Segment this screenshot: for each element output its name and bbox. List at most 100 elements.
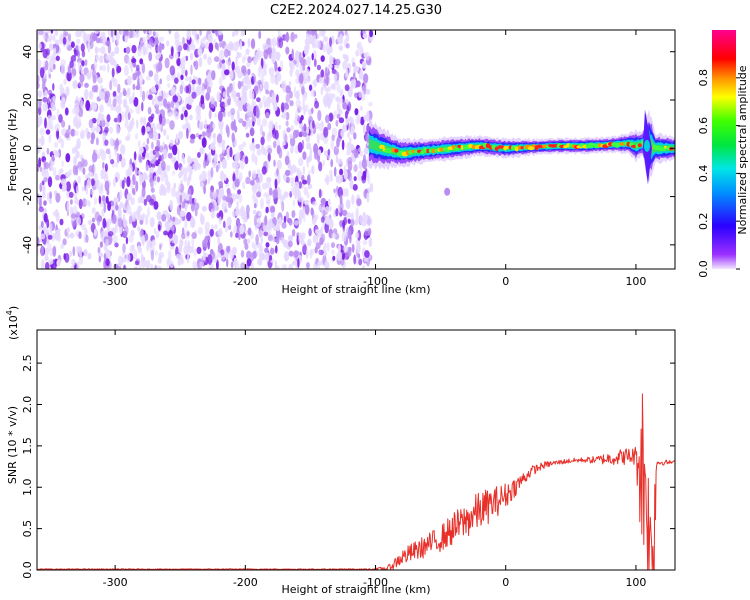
noise-blob	[87, 171, 94, 177]
noise-blob	[303, 213, 306, 223]
noise-blob	[263, 192, 269, 198]
noise-blob	[166, 118, 170, 125]
noise-blob	[167, 152, 173, 159]
noise-blob	[77, 60, 81, 72]
noise-blob	[340, 129, 345, 138]
noise-blob	[361, 60, 367, 69]
noise-blob	[177, 153, 180, 163]
noise-blob	[95, 125, 101, 133]
noise-blob	[266, 177, 272, 183]
noise-blob	[262, 182, 268, 190]
noise-blob	[197, 77, 202, 86]
noise-blob	[118, 153, 123, 162]
noise-blob	[278, 124, 282, 130]
noise-blob	[150, 156, 155, 164]
noise-blob	[59, 32, 64, 43]
noise-blob	[175, 253, 181, 259]
noise-blob	[342, 209, 348, 217]
noise-blob	[263, 81, 269, 92]
noise-blob	[163, 90, 166, 101]
noise-blob	[140, 193, 143, 201]
noise-blob	[213, 56, 220, 62]
noise-blob	[273, 159, 276, 167]
snr-x-tick-label: -100	[363, 576, 388, 589]
noise-blob	[220, 63, 226, 71]
spectrogram-y-ticks: -40 -20 0 20 40	[21, 45, 675, 254]
noise-blob	[213, 152, 218, 163]
noise-blob	[138, 73, 144, 85]
noise-blob	[306, 142, 312, 150]
snr-panel: -300 -200 -100 0 100 0.0 0.5 1.0 1.5 2.0 2.5 Heig…	[5, 306, 676, 596]
noise-blob	[49, 222, 53, 234]
noise-blob	[324, 250, 328, 256]
noise-blob	[301, 197, 304, 205]
noise-blob	[199, 30, 202, 36]
noise-blob	[256, 148, 262, 156]
noise-blob	[191, 232, 197, 240]
noise-blob	[221, 59, 226, 64]
noise-blob	[131, 244, 135, 251]
noise-blob	[295, 99, 302, 109]
noise-blob	[359, 165, 363, 176]
noise-blob	[356, 198, 362, 207]
noise-blob	[217, 196, 221, 205]
noise-blob	[169, 260, 174, 269]
noise-blob	[141, 90, 146, 102]
noise-blob	[233, 224, 237, 230]
noise-blob	[252, 192, 256, 202]
noise-blob	[75, 121, 81, 129]
noise-blob	[338, 117, 345, 124]
noise-blob	[64, 132, 70, 139]
noise-blob	[71, 258, 76, 266]
noise-blob	[276, 94, 279, 103]
noise-blob	[345, 188, 349, 198]
noise-blob	[65, 171, 71, 178]
signal-hotspot	[566, 143, 570, 148]
noise-blob	[257, 258, 263, 266]
noise-blob	[269, 254, 273, 261]
noise-blob	[345, 68, 349, 76]
noise-blob	[268, 120, 275, 131]
noise-blob	[285, 46, 290, 55]
noise-blob	[167, 111, 173, 117]
noise-blob	[115, 200, 118, 211]
noise-blob	[227, 111, 232, 117]
noise-blob	[156, 176, 161, 183]
noise-blob	[368, 101, 373, 107]
noise-blob	[133, 266, 138, 269]
noise-blob	[80, 100, 84, 110]
noise-blob	[76, 57, 83, 64]
noise-blob	[242, 120, 247, 127]
noise-blob	[336, 137, 340, 148]
noise-blob	[282, 239, 288, 248]
noise-blob	[196, 132, 199, 138]
noise-blob	[205, 229, 210, 238]
noise-blob	[121, 157, 126, 168]
noise-blob	[112, 214, 117, 224]
noise-blob	[135, 180, 139, 192]
noise-blob	[148, 133, 154, 139]
noise-blob	[146, 137, 150, 145]
noise-blob	[344, 110, 348, 119]
noise-blob	[179, 194, 183, 204]
noise-region	[37, 30, 375, 269]
noise-blob	[169, 120, 175, 130]
noise-blob	[37, 90, 43, 98]
noise-blob	[264, 63, 268, 70]
noise-blob	[158, 251, 165, 259]
noise-blob	[42, 32, 46, 40]
noise-blob	[259, 65, 262, 72]
noise-blob	[167, 250, 172, 261]
noise-blob	[344, 54, 349, 63]
noise-blob	[289, 165, 293, 175]
noise-blob	[39, 67, 45, 79]
noise-blob	[166, 218, 172, 228]
noise-blob	[72, 246, 76, 257]
noise-blob	[306, 158, 310, 168]
noise-blob	[239, 224, 245, 235]
noise-blob	[313, 143, 319, 155]
noise-blob	[183, 174, 188, 182]
noise-blob	[124, 30, 128, 37]
noise-blob	[271, 52, 276, 64]
noise-blob	[149, 180, 154, 188]
